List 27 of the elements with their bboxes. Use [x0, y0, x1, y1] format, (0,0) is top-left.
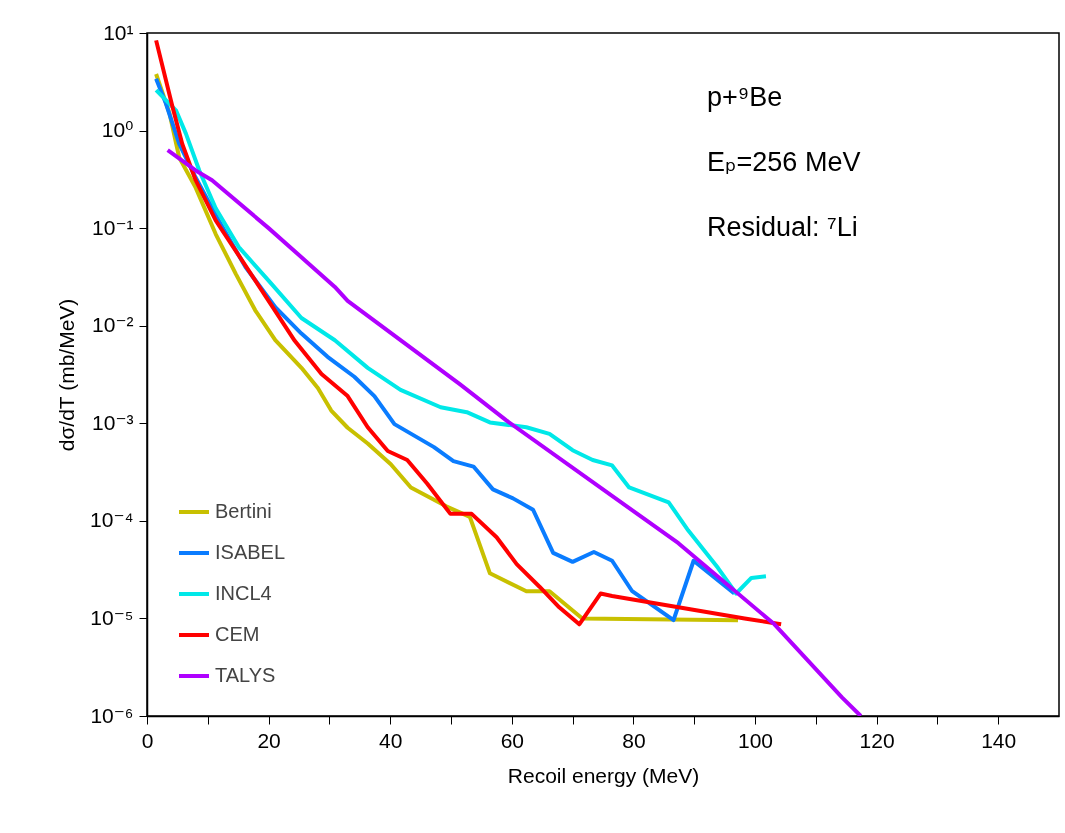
x-tick-label: 60 — [500, 728, 524, 752]
y-axis-title: dσ/dT (mb/MeV) — [55, 298, 79, 452]
x-tick-label: 20 — [257, 728, 281, 752]
line-series — [165, 148, 863, 716]
x-tick-label: 0 — [141, 728, 154, 752]
y-tick-label: 10⁻¹ — [92, 215, 134, 239]
x-tick-label: 120 — [859, 728, 895, 752]
legend-label: ISABEL — [215, 541, 286, 563]
annotation: p+⁹Be — [707, 82, 783, 112]
legend-label: Bertini — [215, 500, 272, 522]
legend-label: CEM — [215, 623, 260, 645]
y-tick-label: 10⁻⁴ — [90, 508, 134, 532]
x-tick-label: 40 — [379, 728, 403, 752]
y-tick-label: 10⁻⁶ — [90, 703, 134, 727]
y-tick-label: 10⁻³ — [92, 410, 134, 434]
y-tick-label: 10⁻² — [92, 313, 134, 337]
y-tick-label: 10¹ — [103, 20, 134, 44]
x-tick-label: 80 — [622, 728, 646, 752]
legend-label: TALYS — [215, 664, 276, 686]
annotation: Residual: ⁷Li — [707, 212, 858, 242]
y-tick-label: 10⁻⁵ — [90, 605, 134, 629]
x-tick-label: 100 — [737, 728, 774, 752]
x-axis-title: Recoil energy (MeV) — [507, 763, 700, 787]
x-tick-label: 140 — [981, 728, 1017, 752]
legend-label: INCL4 — [215, 582, 272, 604]
annotation: Eₚ=256 MeV — [707, 147, 861, 177]
y-tick-label: 10⁰ — [101, 118, 134, 142]
